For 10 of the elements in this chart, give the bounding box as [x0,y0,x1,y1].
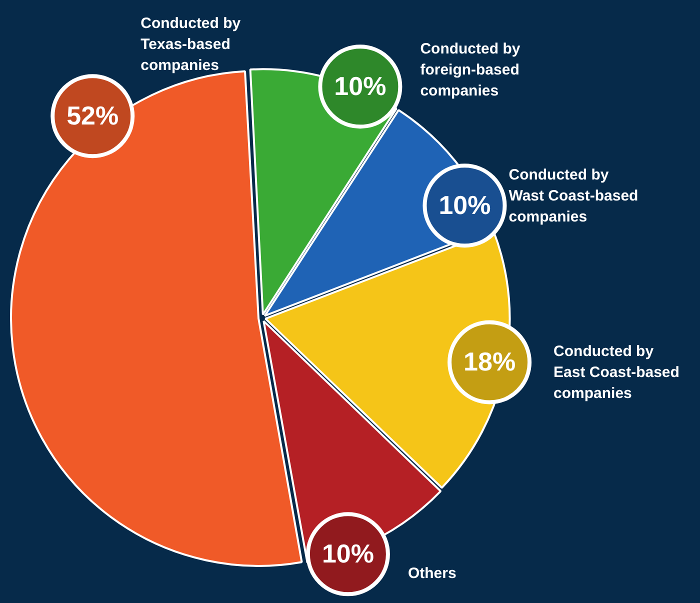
data-label: 10% [322,538,374,568]
slice-label: Others [408,564,456,582]
data-label: 10% [438,190,491,220]
data-label: 52% [66,100,119,130]
data-label: 10% [334,70,386,101]
slice-label: Conducted by Texas-based companies [140,14,242,74]
slice-label: Conducted by Wast Coast-based companies [508,166,638,226]
slice-label: Conducted by foreign-based companies [420,40,521,100]
data-label: 18% [464,346,516,376]
slice-label: Conducted by East Coast-based companies [554,342,680,402]
